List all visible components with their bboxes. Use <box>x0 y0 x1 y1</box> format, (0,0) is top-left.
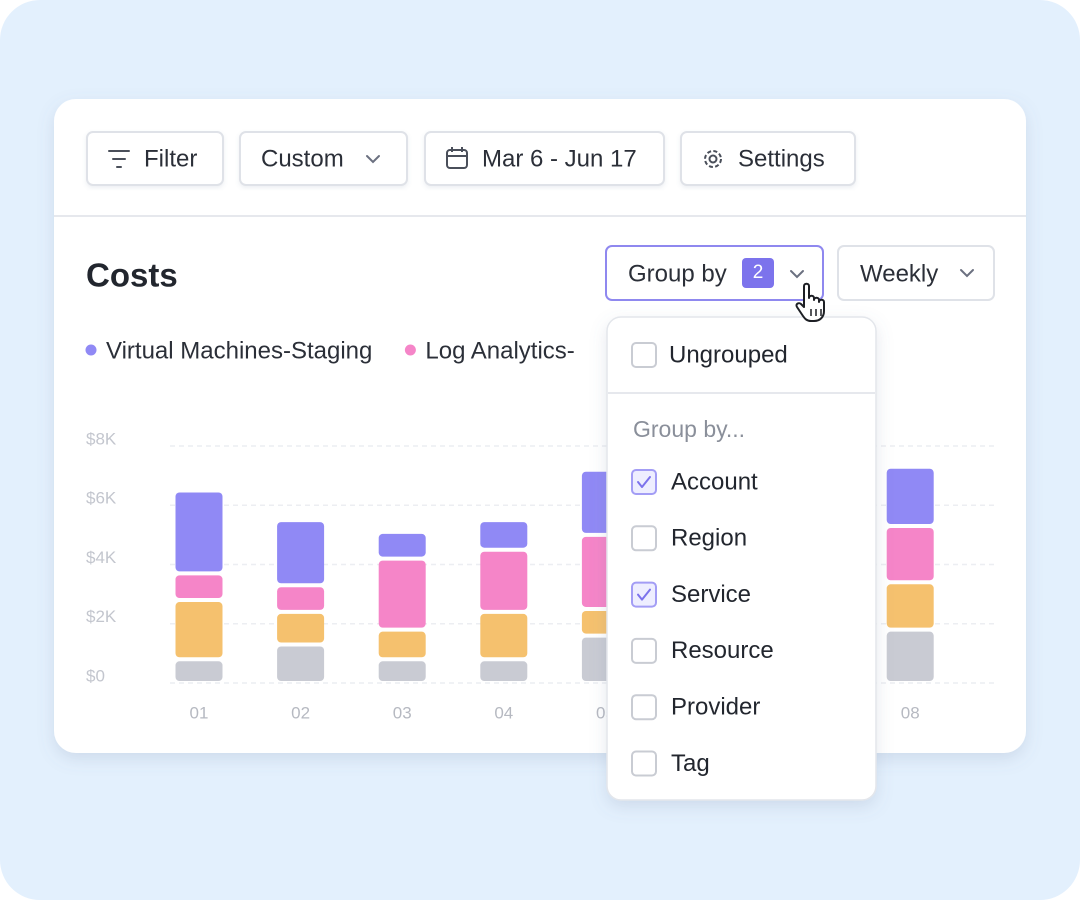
checkbox <box>631 581 657 608</box>
bar-segment <box>480 522 528 548</box>
bar-segment <box>378 631 426 658</box>
y-tick-label: $0 <box>86 666 105 685</box>
option-label: Resource <box>671 637 774 664</box>
option-label: Tag <box>671 750 710 777</box>
checkmark <box>637 588 651 601</box>
checkbox <box>631 750 657 777</box>
y-tick-label: $8K <box>86 429 117 448</box>
badge <box>742 258 774 288</box>
legend-label: Log Analytics- <box>425 337 574 364</box>
checkbox <box>631 525 657 552</box>
bar-segment <box>175 602 223 658</box>
menu-option[interactable]: Provider <box>631 694 760 721</box>
checkbox <box>631 469 657 495</box>
bar-segment <box>277 613 325 643</box>
group-by-menu: Group by... Ungrouped Account Region Servic… <box>606 316 877 801</box>
bar-segment <box>378 661 426 681</box>
bar-segment <box>277 646 325 681</box>
y-tick-label: $2K <box>86 607 117 626</box>
checkbox <box>631 342 657 368</box>
legend-marker <box>404 344 416 356</box>
date-label: Mar 6 - Jun 17 <box>482 145 637 172</box>
option-label: Ungrouped <box>669 341 788 368</box>
bar-segment <box>886 584 934 628</box>
filter-button[interactable]: Filter <box>86 131 224 186</box>
option-label: Account <box>671 468 758 495</box>
x-tick-label: 01 <box>190 703 209 722</box>
y-tick-label: $4K <box>86 548 117 567</box>
bar-segment <box>886 631 934 681</box>
bar-segment <box>480 613 528 658</box>
settings-label: Settings <box>738 145 825 172</box>
checkmark <box>637 476 651 488</box>
bar-segment <box>378 533 426 557</box>
y-tick-label: $6K <box>86 489 117 508</box>
bar-segment <box>175 575 223 599</box>
bar-segment <box>277 587 325 610</box>
bar-segment <box>886 527 934 581</box>
custom-label: Custom <box>261 145 344 172</box>
bar-segment <box>175 661 223 681</box>
x-tick-label: 03 <box>393 703 412 722</box>
filter-label: Filter <box>144 145 197 172</box>
chart: $0 $2K $4K $6K $8K Virtual Machines-Staging Lo… <box>85 337 995 722</box>
date-button[interactable]: Mar 6 - Jun 17 <box>424 131 665 186</box>
interval-label: Weekly <box>860 260 938 287</box>
bar-segment <box>480 551 528 610</box>
checkbox <box>631 637 657 664</box>
bar-segment <box>378 560 426 628</box>
option-label: Service <box>671 581 751 608</box>
x-tick-label: 08 <box>901 703 920 722</box>
badge-count: 2 <box>753 262 764 283</box>
menu-option[interactable]: Resource <box>631 637 774 664</box>
legend-label: Virtual Machines-Staging <box>106 337 372 364</box>
checkbox <box>631 694 657 721</box>
legend-marker <box>85 344 97 356</box>
custom-button[interactable]: Custom <box>239 131 408 186</box>
group-by-button[interactable]: Group by 2 <box>605 245 824 301</box>
menu-option[interactable]: Account <box>631 468 758 495</box>
menu-option[interactable]: Service <box>631 581 751 608</box>
interval-button[interactable]: Weekly <box>837 245 995 301</box>
section-title: Costs <box>86 257 178 294</box>
menu-option[interactable]: Ungrouped <box>631 341 788 368</box>
bar-segment <box>277 522 325 584</box>
option-label: Region <box>671 525 747 552</box>
x-tick-label: 04 <box>494 703 513 722</box>
bar-segment <box>480 661 528 681</box>
group-by-label: Group by <box>628 260 727 287</box>
menu-option[interactable]: Tag <box>631 750 710 777</box>
option-label: Provider <box>671 694 760 721</box>
menu-heading: Group by... <box>633 416 745 442</box>
cursor <box>795 282 825 322</box>
bar-segment <box>886 468 934 524</box>
settings-button[interactable]: Settings <box>680 131 856 186</box>
menu-option[interactable]: Region <box>631 525 747 552</box>
bar-segment <box>175 492 223 572</box>
x-tick-label: 02 <box>291 703 310 722</box>
